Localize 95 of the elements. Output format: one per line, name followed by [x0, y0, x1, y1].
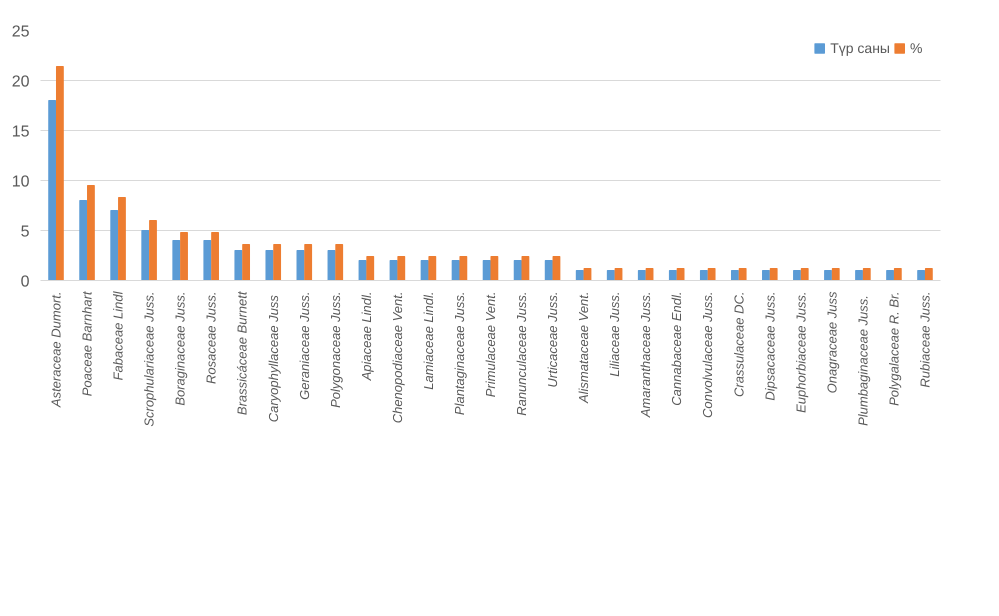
bar: [110, 210, 118, 280]
y-tick-label: 10: [12, 174, 30, 190]
bar: [149, 220, 157, 280]
x-tick-label: Poaceae Barnhart: [80, 290, 95, 396]
x-tick-label: Boraginaceae Juss.: [172, 291, 188, 406]
x-tick-label: Cannabaceae Endl.: [669, 292, 684, 406]
x-tick-label: Brassicáceae Burnett: [234, 290, 250, 416]
bar: [894, 268, 902, 280]
bar: [886, 270, 894, 280]
bar: [265, 250, 274, 280]
bar: [428, 256, 436, 280]
bar: [56, 66, 64, 280]
bar: [646, 268, 654, 280]
x-tick-label: Polygalaceae R. Br.: [886, 291, 902, 406]
bar: [328, 250, 336, 280]
bar: [296, 250, 304, 280]
bar: [87, 185, 95, 280]
x-tick-label: Caryophyllaceae Juss: [266, 294, 281, 422]
bar: [242, 244, 250, 280]
bar: [335, 244, 344, 280]
bar: [708, 268, 716, 280]
x-tick-label: Alismataceae Vent.: [576, 291, 592, 404]
bar: [824, 270, 832, 280]
bar: [452, 260, 460, 280]
x-tick-label: Lamiaceae Lindl.: [420, 291, 436, 390]
bar: [793, 270, 801, 280]
bar: [700, 270, 708, 280]
bar: [459, 256, 468, 280]
x-tick-label: Fabaceae Lindl: [110, 290, 126, 380]
bar: [390, 260, 398, 280]
bar: [234, 250, 242, 280]
x-tick-label: Primulaceae Vent.: [483, 291, 498, 398]
y-tick-label: 20: [12, 74, 30, 90]
bar: [366, 256, 374, 280]
bar: [730, 270, 739, 280]
bar: [522, 256, 530, 280]
bar: [48, 100, 56, 280]
bar: [638, 270, 646, 280]
bar: [79, 200, 88, 280]
x-tick-label: Chenopodiaceae Vent.: [390, 291, 405, 424]
bar: [118, 197, 126, 280]
bar: [606, 270, 615, 280]
bar: [552, 256, 560, 280]
bar: [584, 268, 592, 280]
bar: [490, 256, 498, 280]
x-tick-label: Plumbaginaceae Juss.: [855, 295, 870, 426]
x-tick-label: Crassulaceae DC.: [731, 291, 746, 397]
y-tick-label: 5: [20, 224, 30, 240]
bar: [762, 270, 770, 280]
bar: [172, 240, 180, 280]
bar: [770, 268, 778, 280]
x-tick-label: Convolvulaceae Juss.: [700, 291, 716, 418]
x-tick-label: Asteraceae Dumort.: [48, 291, 64, 408]
x-tick-label: Scrophulariaceae Juss.: [142, 291, 157, 427]
bar: [273, 244, 282, 280]
bar: [917, 270, 926, 280]
bar: [420, 260, 428, 280]
bar: [614, 268, 622, 280]
x-tick-label: Dipsacaceae Juss.: [762, 291, 778, 401]
y-tick-label: 0: [20, 274, 30, 290]
bar: [203, 240, 212, 280]
bar: [576, 270, 584, 280]
bar: [855, 270, 863, 280]
x-tick-label: Rosaceae Juss.: [204, 291, 219, 384]
bar: [832, 268, 840, 280]
y-tick-label: 15: [12, 124, 30, 140]
x-tick-label: Urticaceae Juss.: [545, 291, 560, 388]
x-tick-label: Plantaginaceae Juss.: [452, 291, 467, 416]
y-tick-label: 25: [12, 24, 30, 40]
bar: [358, 260, 366, 280]
x-tick-label: Onagraceae Juss: [824, 291, 840, 394]
x-tick-label: Liliaceae Juss.: [607, 291, 622, 377]
x-tick-label: Ranunculaceae Juss.: [514, 291, 530, 416]
bar: [862, 268, 871, 280]
bar: [304, 244, 312, 280]
bar: [211, 232, 219, 280]
legend-label: Түр саны: [830, 40, 890, 56]
x-tick-label: Geraniaceae Juss.: [296, 291, 312, 400]
bar: [668, 270, 677, 280]
legend-label: %: [910, 40, 924, 56]
x-tick-label: Polygonaceae Juss.: [328, 291, 343, 408]
bar: [544, 260, 553, 280]
bar: [180, 232, 188, 280]
bar: [800, 268, 809, 280]
bar: [141, 230, 150, 280]
bar: [924, 268, 933, 280]
bar: [514, 260, 522, 280]
bar: [738, 268, 747, 280]
bar: [397, 256, 406, 280]
bar: [482, 260, 491, 280]
x-tick-label: Apiaceae Lindl.: [358, 291, 374, 382]
x-tick-label: Euphorbiaceae Juss.: [793, 291, 808, 413]
x-tick-label: Rubiaceae Juss.: [917, 291, 932, 388]
x-tick-label: Amaranthaceae Juss.: [638, 292, 654, 418]
bar: [676, 268, 684, 280]
